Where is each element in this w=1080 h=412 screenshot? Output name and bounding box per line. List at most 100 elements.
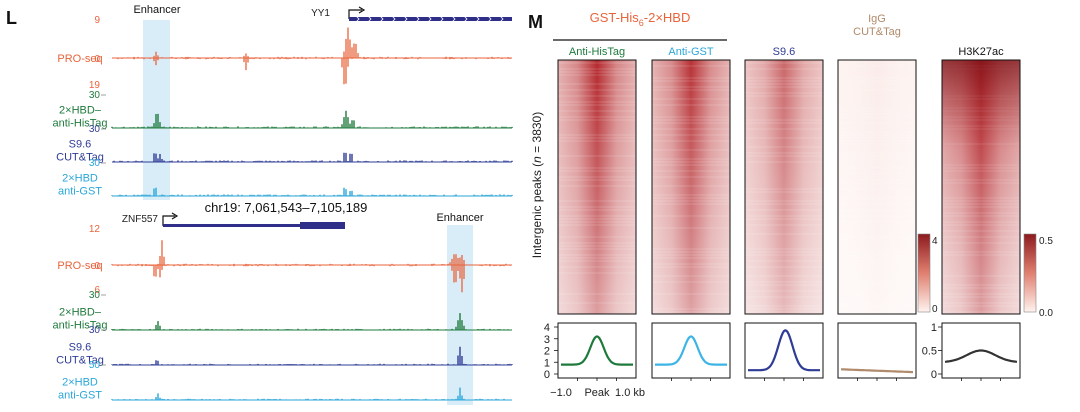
track-label-top-2: S9.6 [69, 139, 92, 151]
track-label-top-3: 2×HBD [62, 173, 98, 185]
genomic-coordinates: chr19: 7,061,543–7,105,189 [205, 200, 368, 215]
scale-min: 6 [94, 285, 100, 296]
profile-line-3 [841, 368, 913, 374]
heatmap-frame [837, 59, 917, 315]
intron-mark [451, 15, 456, 23]
profile-x-label-peak: Peak [584, 387, 610, 399]
track-label-bottom-2: CUT&Tag [56, 355, 104, 367]
track-label-bottom-1: 2×HBD– [59, 307, 102, 319]
group-label: GST-His6-2×HBD [590, 10, 691, 28]
panel-letter-l: L [6, 8, 17, 28]
heatmap-y-label: Intergenic peaks (n = 3830) [530, 112, 544, 258]
scale-min: 19 [89, 80, 101, 91]
intron-mark [391, 15, 396, 23]
scale-max: 30 [89, 158, 101, 169]
gene-label-znf557: ZNF557 [122, 214, 159, 225]
colorbar-right [1023, 233, 1037, 313]
intron-mark [463, 15, 468, 23]
colorbar-left-max: 4 [932, 236, 938, 247]
profile-line-4 [944, 349, 1018, 363]
profile-y-label-left: 3 [544, 334, 550, 346]
gene-exon-znf557 [300, 222, 345, 229]
profile-y-label-left: 4 [544, 322, 550, 334]
track-label-top-3: anti-GST [58, 186, 102, 198]
heatmap-title: IgG [868, 13, 886, 25]
intron-mark [403, 15, 408, 23]
profile-line-2 [748, 329, 820, 372]
track-label-top-2: CUT&Tag [56, 152, 104, 164]
heatmap-frame [557, 59, 637, 315]
track-label-bottom-3: anti-GST [58, 390, 102, 402]
profile-line-0 [561, 335, 633, 366]
intron-mark [439, 15, 444, 23]
profile-y-label-right: 0 [931, 369, 937, 381]
profile-y-label-right: 1 [931, 322, 937, 334]
tss-arrow-yy1 [348, 9, 362, 19]
heatmap-title: Anti-GST [668, 46, 714, 58]
scale-zero: 0 [94, 261, 100, 272]
track-label-pro-seq-bottom: PRO-seq [57, 260, 102, 272]
intron-mark [487, 15, 492, 23]
gene-body-znf557 [163, 224, 345, 227]
track-bottom-1-signal [111, 313, 509, 330]
colorbar-left [917, 233, 931, 313]
colorbar-right-max: 0.5 [1039, 236, 1053, 247]
tss-arrowhead-yy1 [358, 6, 366, 14]
scale-max: 9 [94, 15, 100, 26]
tss-arrowhead-znf557 [171, 212, 179, 220]
scale-zero: 0 [94, 54, 100, 65]
pro-seq-bottom-signal [111, 240, 511, 293]
profile-x-label-end: 1.0 kb [615, 387, 645, 399]
scale-max: 30 [89, 124, 101, 135]
intron-mark [379, 15, 384, 23]
tss-arrow-znf557 [162, 215, 175, 226]
profile-line-1 [655, 335, 727, 366]
track-label-bottom-3: 2×HBD [62, 377, 98, 389]
heatmap-fade [745, 60, 823, 314]
intron-mark [499, 15, 504, 23]
heatmap-top-shading [942, 60, 1020, 314]
heatmap-frame [744, 59, 824, 315]
enhancer-highlight-top [143, 20, 170, 200]
profile-frame [557, 322, 637, 379]
profile-y-label-left: 1 [544, 357, 550, 369]
enhancer-label-bottom: Enhancer [436, 212, 483, 224]
heatmap-frame [651, 59, 731, 315]
intron-mark [367, 15, 372, 23]
profile-frame [651, 322, 731, 379]
track-top-3-signal [111, 187, 513, 196]
pro-seq-top-signal [117, 27, 511, 85]
profile-y-label-left: 0 [544, 369, 550, 381]
scale-max: 30 [89, 90, 101, 101]
enhancer-label-top: Enhancer [133, 4, 180, 16]
track-label-top-1: 2×HBD– [59, 105, 102, 117]
track-label-bottom-2: S9.6 [69, 342, 92, 354]
scale-max: 12 [89, 224, 101, 235]
track-label-top-1: anti-HisTag [52, 118, 107, 130]
panel-letter-m: M [528, 12, 543, 32]
track-top-1-signal [111, 110, 513, 128]
heatmap-fade [838, 60, 916, 314]
heatmap-title: S9.6 [773, 46, 796, 58]
heatmap-title: Anti-HisTag [569, 46, 625, 58]
track-top-2-signal [113, 152, 513, 162]
heatmap-title: CUT&Tag [853, 26, 901, 38]
heatmap-fade [558, 60, 636, 314]
heatmap-frame [941, 59, 1021, 315]
intron-mark [415, 15, 420, 23]
gene-label-yy1: YY1 [311, 8, 330, 19]
profile-x-label-start: −1.0 [550, 387, 572, 399]
colorbar-left-min: 0 [932, 304, 938, 315]
track-label-pro-seq-top: PRO-seq [57, 53, 102, 65]
track-label-bottom-1: anti-HisTag [52, 320, 107, 332]
heatmap-fade [652, 60, 730, 314]
intron-mark [355, 15, 360, 23]
track-bottom-3-signal [111, 387, 505, 400]
colorbar-right-min: 0.0 [1039, 308, 1053, 319]
track-bottom-2-signal [111, 346, 513, 365]
scale-max: 30 [89, 290, 101, 301]
profile-y-label-right: 0.5 [922, 346, 937, 358]
scale-max: 30 [89, 325, 101, 336]
intron-mark [475, 15, 480, 23]
